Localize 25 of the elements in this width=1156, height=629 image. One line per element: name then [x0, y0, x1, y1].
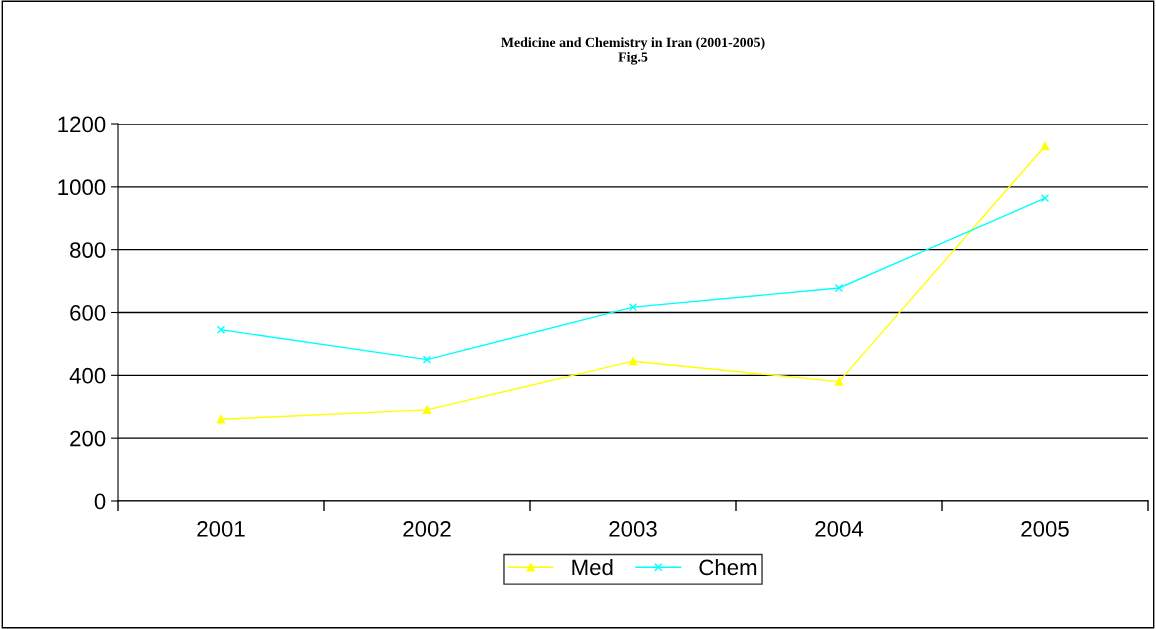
y-tick-label: 600 — [70, 305, 106, 321]
legend-label: Chem — [699, 558, 757, 576]
x-tick-label: 2001 — [197, 521, 245, 537]
point — [422, 405, 432, 415]
y-tick-label: 1200 — [58, 116, 106, 133]
point — [1040, 193, 1050, 203]
x-tick-label: 2004 — [815, 521, 864, 537]
point — [422, 355, 432, 364]
y-tick-label: 200 — [70, 430, 106, 447]
x-tick-label: 2003 — [609, 521, 657, 537]
point — [216, 415, 226, 424]
point — [628, 302, 638, 312]
y-tick-label: 1000 — [58, 179, 106, 196]
y-tick-label: 0 — [94, 493, 106, 510]
point — [834, 283, 844, 293]
x-tick-label: 2002 — [403, 521, 451, 537]
chart-title: Medicine and Chemistry in Iran (2001-2005) Fig.5 — [501, 37, 765, 65]
legend-label: Med — [572, 558, 613, 576]
y-tick-label: 400 — [69, 367, 106, 384]
x-tick-label: 2005 — [1021, 521, 1069, 537]
point — [834, 377, 844, 386]
point — [1040, 141, 1050, 151]
point — [216, 325, 226, 334]
y-tick-label: 800 — [70, 242, 106, 258]
point — [628, 357, 638, 366]
